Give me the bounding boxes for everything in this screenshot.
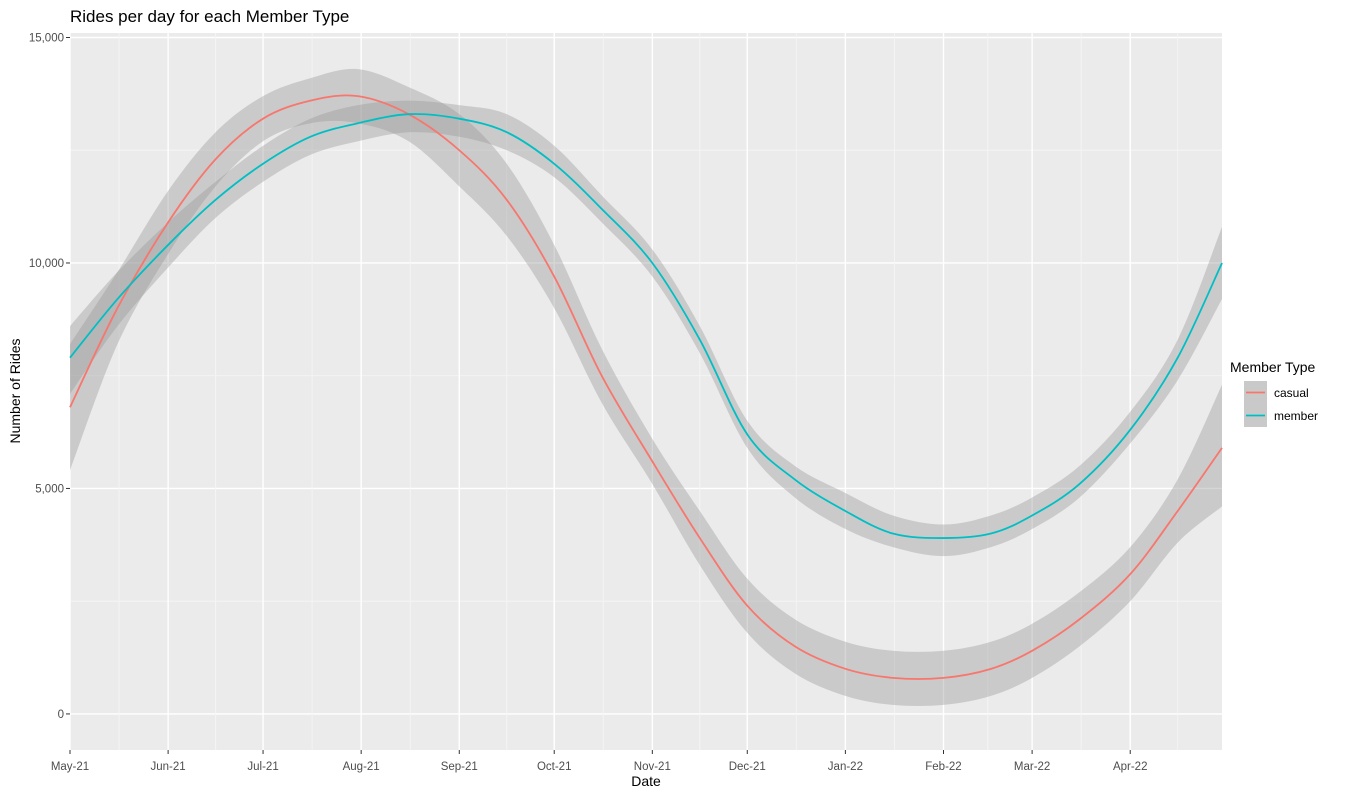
legend-label-casual: casual xyxy=(1274,386,1309,400)
axes: 0 5,000 10,000 15,000 May-21 Jun-21 Jul-21 Aug-… xyxy=(29,33,1148,773)
x-tick-label: Feb-22 xyxy=(925,761,961,773)
plot-panel xyxy=(70,33,1222,750)
series-lines xyxy=(69,94,1223,680)
gridlines xyxy=(69,33,1222,750)
y-tick-label: 10,000 xyxy=(29,258,64,270)
chart-title: Rides per day for each Member Type xyxy=(70,7,349,26)
x-tick-label: Mar-22 xyxy=(1014,761,1050,773)
x-tick-label: Sep-21 xyxy=(441,761,478,773)
legend: Member Type casual member xyxy=(1230,359,1318,427)
y-tick-label: 15,000 xyxy=(29,33,64,45)
x-tick-label: Jan-22 xyxy=(828,761,863,773)
series-line-member xyxy=(69,113,1223,539)
series-line-casual xyxy=(69,94,1223,680)
x-tick-label: Apr-22 xyxy=(1113,761,1148,773)
x-tick-label: May-21 xyxy=(51,761,89,773)
legend-title: Member Type xyxy=(1230,359,1316,375)
x-tick-label: Nov-21 xyxy=(634,761,671,773)
x-axis-title: Date xyxy=(631,773,661,789)
x-tick-label: Aug-21 xyxy=(343,761,380,773)
x-tick-label: Dec-21 xyxy=(729,761,766,773)
x-tick-label: Oct-21 xyxy=(537,761,572,773)
legend-keys: casual member xyxy=(1244,381,1318,427)
x-tick-label: Jun-21 xyxy=(151,761,186,773)
y-tick-label: 0 xyxy=(58,709,64,721)
x-tick-label: Jul-21 xyxy=(247,761,278,773)
y-axis-title: Number of Rides xyxy=(7,338,23,443)
legend-label-member: member xyxy=(1274,409,1318,423)
y-tick-label: 5,000 xyxy=(35,483,64,495)
